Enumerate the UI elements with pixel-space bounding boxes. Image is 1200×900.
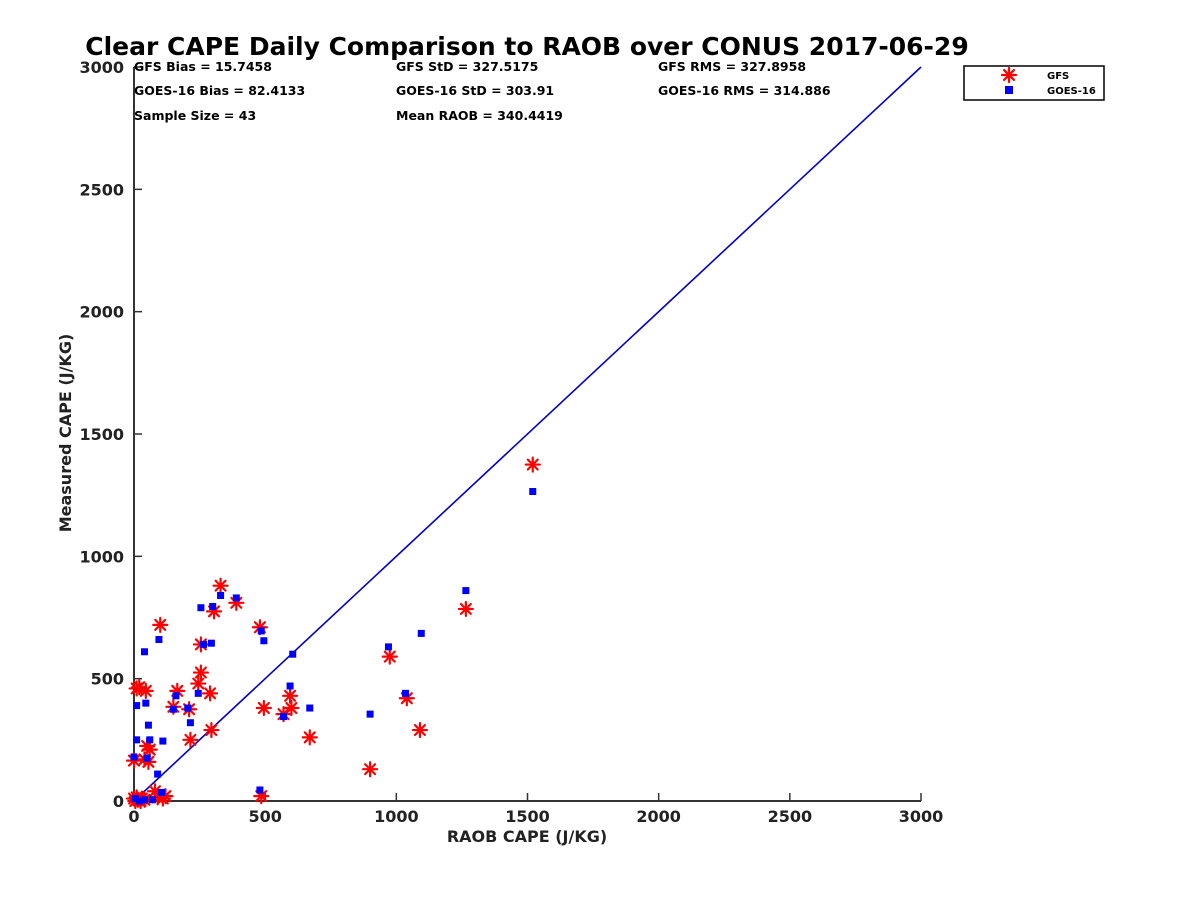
gfs-point (381, 648, 398, 665)
goes-point (257, 627, 265, 635)
stat-sample-size: Sample Size = 43 (134, 108, 256, 123)
y-tick-label: 1000 (79, 547, 124, 566)
gfs-point (212, 577, 229, 594)
legend-goes-label: GOES-16 (1047, 86, 1096, 97)
x-tick-label: 0 (128, 807, 139, 826)
y-tick-label: 2500 (79, 180, 124, 199)
goes-point (158, 788, 166, 796)
legend: GFS GOES-16 (963, 65, 1105, 101)
goes-point (529, 487, 537, 495)
legend-gfs-asterisk (1000, 66, 1018, 84)
goes-point (200, 640, 208, 648)
chart-title: Clear CAPE Daily Comparison to RAOB over… (85, 32, 968, 61)
goes-point (154, 770, 162, 778)
stat-gfs-std: GFS StD = 327.5175 (396, 59, 538, 74)
goes-point (306, 704, 314, 712)
legend-gfs-marker (1000, 66, 1018, 84)
y-tick-label: 1500 (79, 425, 124, 444)
goes-point (169, 705, 177, 713)
y-tick-label: 0 (113, 792, 124, 811)
gfs-point (524, 456, 541, 473)
goes-point (462, 587, 470, 595)
stat-goes-std: GOES-16 StD = 303.91 (396, 83, 554, 98)
y-tick-label: 500 (91, 670, 124, 689)
goes-point (232, 594, 240, 602)
gfs-point (141, 741, 158, 758)
goes-point (384, 643, 392, 651)
x-tick-label: 500 (248, 807, 281, 826)
stat-gfs-rms: GFS RMS = 327.8958 (658, 59, 806, 74)
gfs-point (192, 664, 209, 681)
goes-point (140, 796, 148, 804)
x-axis-label: RAOB CAPE (J/KG) (447, 827, 607, 846)
gfs-point (281, 687, 299, 704)
goes-point (194, 689, 202, 697)
stat-mean-raob: Mean RAOB = 340.4419 (396, 108, 563, 123)
y-tick-label: 2000 (79, 303, 124, 322)
goes-point (142, 699, 150, 707)
goes-point (184, 704, 192, 712)
gfs-point (152, 616, 169, 633)
goes-point (217, 591, 225, 599)
x-tick-label: 2000 (636, 807, 681, 826)
goes-point (402, 689, 410, 697)
goes-point (155, 636, 163, 644)
goes-point (186, 719, 194, 727)
y-ticks: 0 500 1000 1500 2000 2500 3000 (79, 58, 142, 811)
x-tick-label: 1500 (505, 807, 550, 826)
goes-point (146, 736, 154, 744)
goes-point (144, 721, 152, 729)
gfs-point (362, 761, 379, 778)
goes-point (366, 710, 374, 718)
x-tick-label: 3000 (899, 807, 944, 826)
goes-point (209, 602, 217, 610)
goes-point (143, 754, 151, 762)
reference-line-group (133, 66, 922, 802)
gfs-point (411, 721, 429, 739)
goes-point (133, 702, 141, 710)
goes-point (159, 737, 167, 745)
gfs-point (190, 675, 207, 692)
x-tick-label: 2500 (768, 807, 813, 826)
goes-point (133, 736, 141, 744)
goes-point (172, 692, 180, 700)
legend-goes-marker (1005, 86, 1013, 94)
gfs-point (201, 685, 219, 702)
legend-gfs-label: GFS (1047, 71, 1069, 82)
gfs-point (255, 699, 272, 717)
y-tick-label: 3000 (79, 58, 124, 77)
goes-point (260, 637, 268, 645)
goes-point (417, 629, 425, 637)
goes-point (135, 797, 143, 805)
goes-point (289, 650, 297, 658)
x-ticks: 0 500 1000 1500 2000 2500 3000 (128, 793, 943, 826)
goes-point (286, 682, 294, 690)
gfs-series (125, 456, 541, 810)
legend-box (963, 65, 1105, 101)
goes-point (148, 796, 156, 804)
gfs-point (137, 682, 154, 700)
goes-point (131, 795, 139, 803)
stat-goes-rms: GOES-16 RMS = 314.886 (658, 83, 831, 98)
gfs-point (203, 721, 220, 739)
reference-line (133, 66, 922, 802)
gfs-point (283, 699, 300, 717)
y-axis-label: Measured CAPE (J/KG) (56, 334, 75, 533)
gfs-point (182, 731, 199, 748)
gfs-point (301, 729, 318, 746)
stats-block: GFS Bias = 15.7458 GFS StD = 327.5175 GF… (134, 59, 831, 123)
stat-gfs-bias: GFS Bias = 15.7458 (134, 59, 272, 74)
goes-point (280, 713, 288, 721)
goes-series (130, 487, 537, 805)
goes-point (140, 648, 148, 656)
x-tick-label: 1000 (374, 807, 419, 826)
goes-point (130, 753, 138, 761)
goes-point (207, 639, 215, 647)
stat-goes-bias: GOES-16 Bias = 82.4133 (134, 83, 305, 98)
gfs-point (457, 600, 474, 618)
goes-point (197, 604, 205, 612)
goes-point (256, 786, 264, 794)
